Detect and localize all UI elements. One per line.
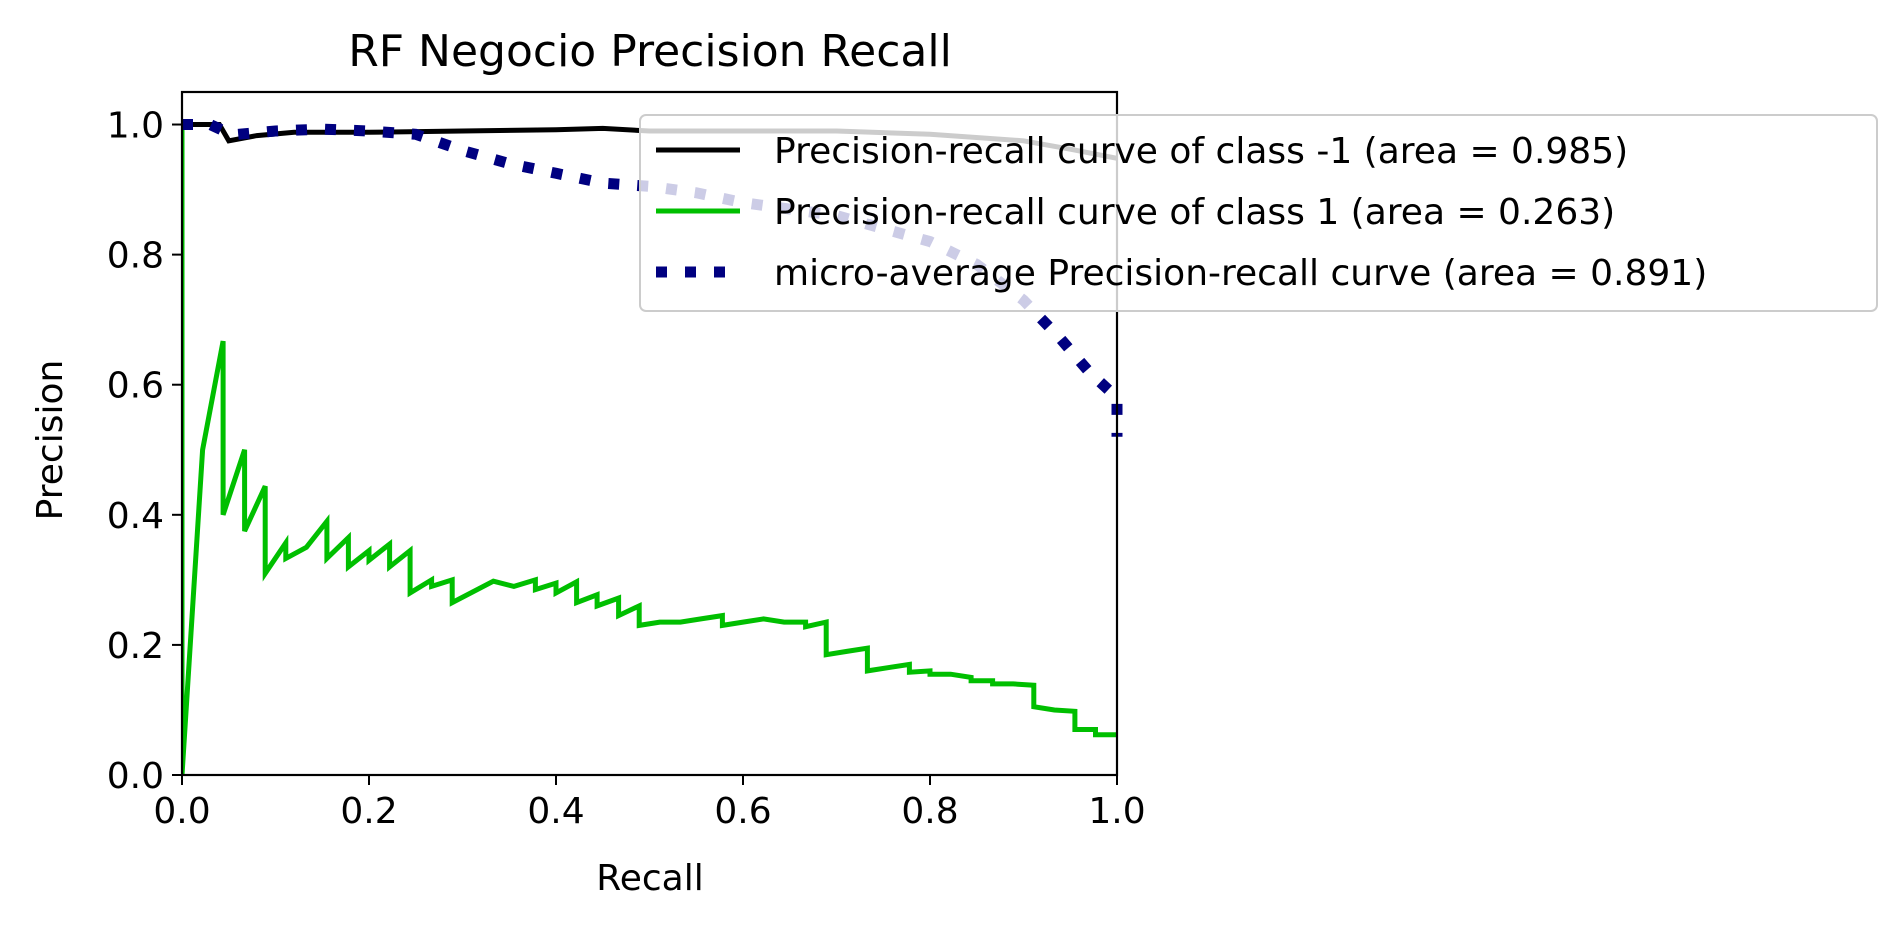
- x-tick-label: 0.6: [714, 791, 771, 832]
- y-tick-label: 0.4: [107, 496, 164, 537]
- x-tick-label: 0.4: [527, 791, 584, 832]
- x-tick-label: 0.8: [901, 791, 958, 832]
- y-tick-label: 0.2: [107, 626, 164, 667]
- legend-label-3: micro-average Precision-recall curve (ar…: [774, 253, 1707, 294]
- y-tick-label: 0.8: [107, 236, 164, 277]
- x-tick-label: 0.2: [340, 791, 397, 832]
- x-axis-label: Recall: [596, 858, 703, 899]
- axis-ticks: 0.0 0.2 0.4 0.6 0.8 1.0 0.0 0.2 0.4 0.6 0.8 1.0: [107, 106, 1146, 832]
- y-axis-label: Precision: [30, 360, 71, 521]
- chart-title: RF Negocio Precision Recall: [348, 26, 952, 77]
- series-line-2: [182, 124, 1117, 776]
- legend-box: [639, 114, 1878, 312]
- y-tick-label: 1.0: [107, 106, 164, 147]
- legend-label-2: Precision-recall curve of class 1 (area …: [774, 192, 1615, 233]
- x-tick-label: 0.0: [153, 791, 210, 832]
- y-tick-label: 0.6: [107, 366, 164, 407]
- legend: Precision-recall curve of class -1 (area…: [639, 114, 1878, 312]
- legend-label-1: Precision-recall curve of class -1 (area…: [774, 131, 1628, 172]
- axes-frame: [180, 90, 1119, 777]
- y-tick-label: 0.0: [107, 756, 164, 797]
- x-tick-label: 1.0: [1088, 791, 1145, 832]
